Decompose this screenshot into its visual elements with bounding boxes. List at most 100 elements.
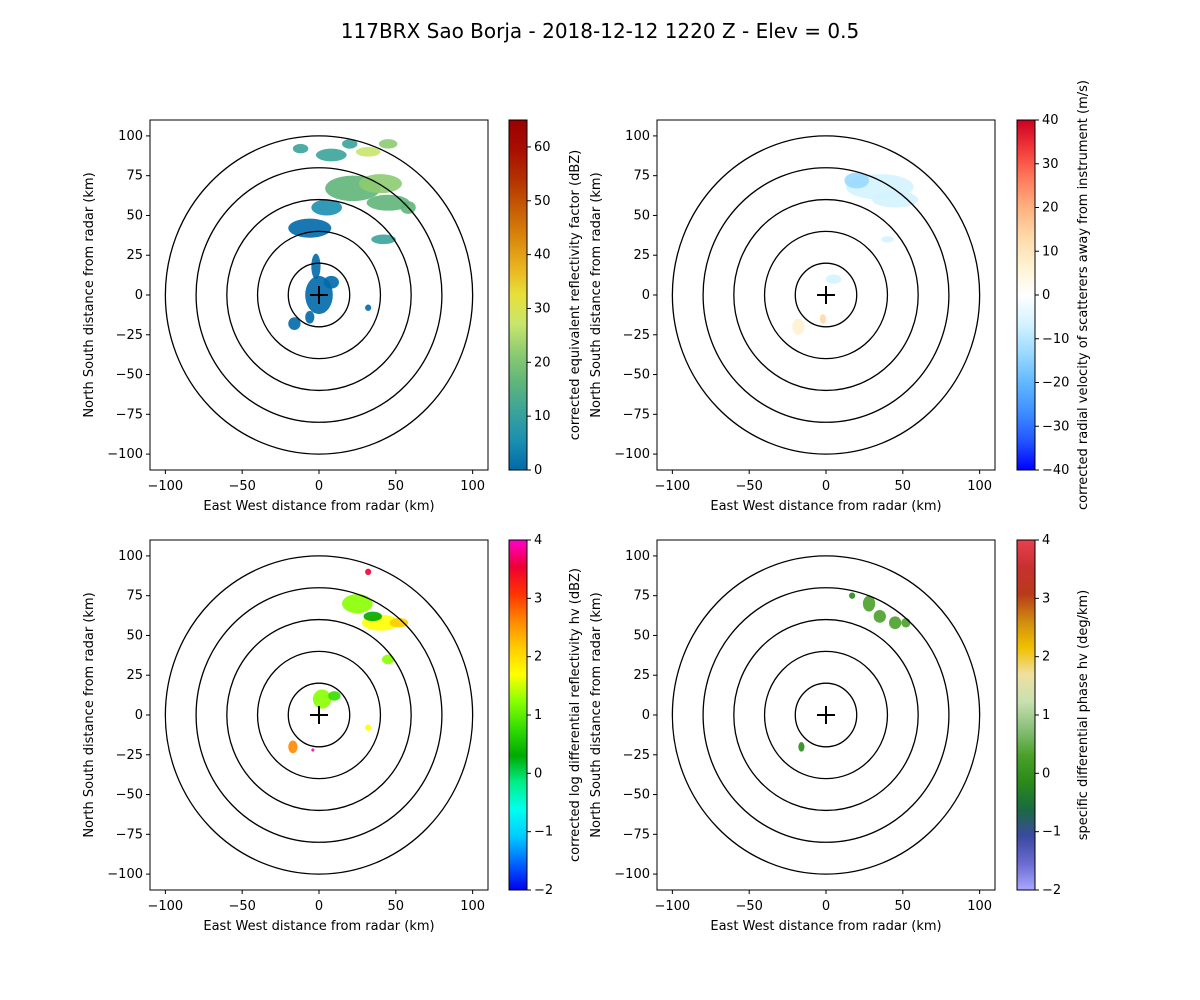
y-tick-label: 50	[126, 628, 143, 643]
y-tick-label: 25	[633, 668, 650, 683]
colorbar-tick-label: 0	[1042, 766, 1050, 781]
colorbar-label: corrected log differential reflectivity …	[568, 568, 583, 862]
echo-7	[288, 740, 298, 754]
range-ring-20km	[794, 262, 858, 328]
range-ring-40km	[763, 650, 889, 780]
echo-5	[798, 742, 805, 752]
range-ring-60km	[226, 618, 412, 812]
colorbar-tick-label: 50	[534, 194, 551, 209]
x-tick-label: 0	[822, 479, 830, 494]
x-tick-label: 100	[460, 479, 485, 494]
x-tick-label: 50	[895, 479, 912, 494]
radar-location-marker	[310, 286, 328, 304]
range-ring-20km	[287, 682, 351, 748]
echo-4	[381, 654, 395, 665]
echo-2	[888, 616, 902, 630]
range-ring-100km	[671, 135, 981, 455]
y-tick-label: −25	[623, 328, 650, 343]
y-tick-label: −100	[107, 867, 143, 882]
colorbar-tick-label: 3	[534, 591, 542, 606]
x-tick-label: 100	[967, 479, 992, 494]
colorbar-gradient	[508, 539, 528, 891]
colorbar-gradient	[508, 119, 528, 471]
radar-location-marker	[310, 706, 328, 724]
echo-14	[355, 147, 381, 157]
y-tick-label: 50	[633, 628, 650, 643]
x-tick-label: −50	[735, 899, 762, 914]
echo-2	[389, 617, 409, 628]
colorbar-tick-label: 20	[1042, 201, 1059, 216]
range-ring-100km	[164, 135, 474, 455]
y-tick-label: −50	[116, 788, 143, 803]
echo-0	[862, 595, 876, 612]
colorbar-tick-label: 30	[1042, 157, 1059, 172]
y-tick-label: −25	[116, 748, 143, 763]
y-tick-label: 75	[633, 169, 650, 184]
y-tick-label: 0	[642, 708, 650, 723]
colorbar-tick-label: −40	[1042, 463, 1069, 478]
x-axis-label: East West distance from radar (km)	[710, 919, 941, 934]
echo-8	[311, 748, 315, 752]
y-tick-label: −50	[623, 788, 650, 803]
x-tick-label: −50	[735, 479, 762, 494]
x-tick-label: −100	[655, 899, 691, 914]
echo-10	[365, 724, 372, 731]
y-tick-label: 50	[126, 208, 143, 223]
colorbar-tick-label: 4	[534, 533, 542, 548]
echo-4	[792, 318, 805, 335]
y-tick-label: −50	[623, 368, 650, 383]
y-tick-label: −75	[116, 407, 143, 422]
colorbar-tick-label: 30	[534, 301, 551, 316]
range-ring-60km	[733, 618, 919, 812]
y-tick-label: −25	[116, 328, 143, 343]
colorbar-tick-label: 10	[1042, 244, 1059, 259]
x-tick-label: 0	[315, 479, 323, 494]
y-tick-label: −100	[614, 447, 650, 462]
x-axis-label: East West distance from radar (km)	[710, 499, 941, 514]
echo-17	[292, 143, 309, 154]
figure-title: 117BRX Sao Borja - 2018-12-12 1220 Z - E…	[341, 19, 859, 43]
colorbar-tick-label: 2	[534, 650, 542, 665]
y-axis-label: North South distance from radar (km)	[589, 592, 604, 837]
y-tick-label: 25	[633, 248, 650, 263]
y-tick-label: 75	[126, 169, 143, 184]
x-tick-label: 0	[822, 899, 830, 914]
y-tick-label: −75	[116, 827, 143, 842]
y-tick-label: 0	[135, 708, 143, 723]
echo-2	[323, 275, 339, 289]
y-tick-label: −50	[116, 368, 143, 383]
radar-location-marker	[817, 286, 835, 304]
y-tick-label: 50	[633, 208, 650, 223]
range-ring-100km	[164, 555, 474, 875]
range-ring-80km	[702, 587, 950, 843]
range-ring-80km	[702, 167, 950, 423]
colorbar: −2 −1 0 1 2 3 4 specific differential phase hv …	[1016, 533, 1091, 898]
echo-6	[881, 236, 894, 243]
range-ring-80km	[195, 167, 443, 423]
colorbar-tick-label: 40	[1042, 113, 1059, 128]
y-tick-label: −100	[614, 867, 650, 882]
y-tick-label: −25	[623, 748, 650, 763]
colorbar: −40 −30 −20 −10 0 10 20 30 40 corrected radial ve…	[1016, 80, 1091, 510]
echo-6	[328, 691, 341, 701]
echo-0	[342, 594, 373, 614]
y-tick-label: −100	[107, 447, 143, 462]
x-axis-label: East West distance from radar (km)	[203, 919, 434, 934]
colorbar-label: specific differential phase hv (deg/km)	[1076, 590, 1091, 840]
range-ring-20km	[287, 262, 351, 328]
colorbar-tick-label: 0	[534, 463, 542, 478]
echo-3	[288, 317, 301, 330]
echo-3	[849, 592, 856, 599]
colorbar-tick-label: −30	[1042, 419, 1069, 434]
y-tick-label: 25	[126, 668, 143, 683]
y-tick-label: 100	[625, 549, 650, 564]
colorbar-tick-label: 20	[534, 355, 551, 370]
colorbar-tick-label: 0	[534, 766, 542, 781]
y-axis-label: North South distance from radar (km)	[589, 172, 604, 417]
echo-15	[342, 139, 358, 149]
range-ring-60km	[733, 198, 919, 392]
echo-3	[826, 274, 842, 284]
colorbar: 0 10 20 30 40 50 60 corrected equivalent reflec…	[508, 119, 583, 478]
colorbar-label: corrected radial velocity of scatterers …	[1076, 80, 1091, 510]
